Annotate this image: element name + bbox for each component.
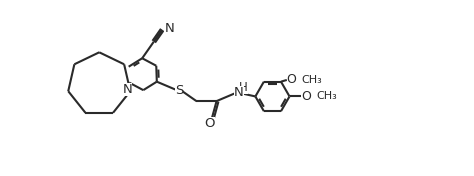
Text: H: H	[239, 81, 248, 94]
Text: N: N	[122, 83, 132, 96]
Text: CH₃: CH₃	[301, 75, 322, 85]
Text: O: O	[205, 118, 215, 130]
Text: N: N	[234, 86, 244, 99]
Text: O: O	[286, 73, 296, 86]
Text: S: S	[175, 84, 183, 97]
Text: O: O	[301, 90, 311, 103]
Text: CH₃: CH₃	[316, 91, 337, 101]
Text: N: N	[164, 22, 174, 35]
